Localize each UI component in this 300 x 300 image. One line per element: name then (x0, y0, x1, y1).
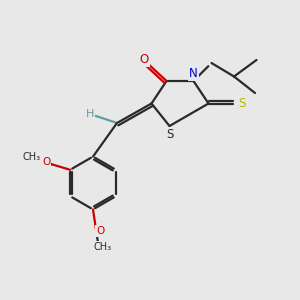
Text: H: H (86, 109, 94, 119)
Text: O: O (96, 226, 104, 236)
Text: O: O (140, 52, 148, 66)
Text: S: S (166, 128, 173, 142)
Text: S: S (238, 97, 245, 110)
Text: O: O (42, 157, 50, 167)
Text: N: N (189, 67, 198, 80)
Text: CH₃: CH₃ (22, 152, 40, 162)
Text: CH₃: CH₃ (94, 242, 112, 252)
